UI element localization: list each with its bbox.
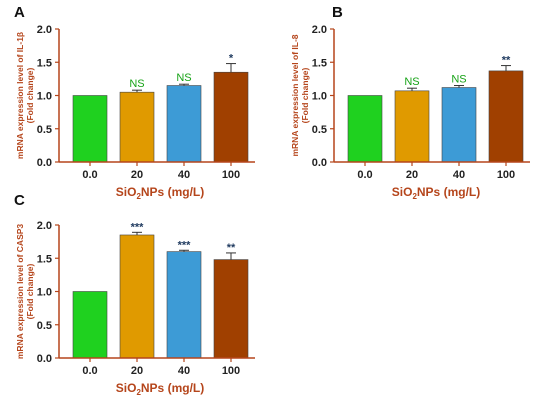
y-axis-title: mRNA expression level of IL-8(Fold chang…: [290, 34, 310, 156]
significance-label: ***: [178, 239, 192, 251]
x-tick-label: 40: [453, 169, 465, 181]
significance-label: **: [502, 55, 511, 67]
bar: [488, 70, 524, 163]
panel-letter: B: [332, 4, 343, 21]
x-axis-title-main: SiO: [116, 381, 137, 395]
y-tick-label: 0.5: [37, 124, 52, 136]
y-tick-label: 1.5: [312, 57, 327, 69]
bar: [119, 91, 155, 163]
significance-label: NS: [404, 76, 419, 88]
y-tick-label: 1.0: [37, 91, 52, 103]
significance-label: **: [227, 242, 236, 254]
x-axis-title: SiO2NPs (mg/L): [116, 185, 204, 201]
y-tick-label: 1.5: [37, 253, 52, 265]
bar: [441, 87, 477, 163]
significance-label: ***: [131, 221, 145, 233]
y-tick-label: 1.0: [37, 287, 52, 299]
bar: [213, 259, 249, 359]
bar: [119, 234, 155, 359]
y-axis-title-line2: (Fold change): [300, 67, 310, 123]
bar: [347, 95, 383, 163]
y-axis-title-line2: (Fold change): [25, 263, 35, 319]
y-tick-label: 0.0: [312, 157, 327, 169]
bar: [72, 291, 108, 359]
y-tick-label: 0.0: [37, 157, 52, 169]
x-tick-label: 20: [131, 365, 143, 377]
y-tick-label: 2.0: [312, 24, 327, 36]
x-tick-label: 20: [406, 169, 418, 181]
y-axis-title-line1: mRNA expression level of CASP3: [15, 224, 25, 360]
y-axis-title-line2: (Fold change): [25, 67, 35, 123]
x-tick-label: 0.0: [82, 169, 97, 181]
bar: [166, 251, 202, 359]
y-tick-label: 0.0: [37, 353, 52, 365]
x-tick-label: 20: [131, 169, 143, 181]
y-axis-title-line1: mRNA expression level of IL-8: [290, 34, 300, 156]
x-tick-label: 40: [178, 169, 190, 181]
x-axis-title-sub: 2: [136, 388, 141, 397]
significance-label: NS: [451, 74, 466, 86]
x-tick-label: 0.0: [82, 365, 97, 377]
y-tick-label: 2.0: [37, 220, 52, 232]
significance-label: NS: [129, 78, 144, 90]
panel-letter: A: [14, 4, 25, 21]
significance-label: *: [229, 53, 234, 65]
x-tick-label: 100: [222, 365, 240, 377]
x-tick-label: 100: [222, 169, 240, 181]
y-tick-label: 0.5: [312, 124, 327, 136]
x-axis-title-rest: NPs (mg/L): [141, 381, 204, 395]
y-axis-title: mRNA expression level of CASP3(Fold chan…: [15, 224, 35, 360]
x-axis-title-rest: NPs (mg/L): [417, 185, 480, 199]
y-tick-label: 1.0: [312, 91, 327, 103]
x-axis-title-rest: NPs (mg/L): [141, 185, 204, 199]
y-tick-label: 1.5: [37, 57, 52, 69]
bar: [166, 85, 202, 163]
x-tick-label: 40: [178, 365, 190, 377]
significance-label: NS: [176, 72, 191, 84]
y-tick-label: 2.0: [37, 24, 52, 36]
x-tick-label: 100: [497, 169, 515, 181]
y-axis-title-line1: mRNA expression level of IL-1β: [15, 32, 25, 159]
x-axis-title-sub: 2: [136, 192, 141, 201]
x-axis-title: SiO2NPs (mg/L): [392, 185, 480, 201]
x-axis-title: SiO2NPs (mg/L): [116, 381, 204, 397]
bar: [213, 71, 249, 163]
x-axis-title-main: SiO: [392, 185, 413, 199]
bar: [72, 95, 108, 163]
bar: [394, 90, 430, 163]
y-axis-title: mRNA expression level of IL-1β(Fold chan…: [15, 32, 35, 159]
x-tick-label: 0.0: [357, 169, 372, 181]
x-axis-title-main: SiO: [116, 185, 137, 199]
x-axis-title-sub: 2: [412, 192, 417, 201]
panel-letter: C: [14, 192, 25, 209]
y-tick-label: 0.5: [37, 320, 52, 332]
